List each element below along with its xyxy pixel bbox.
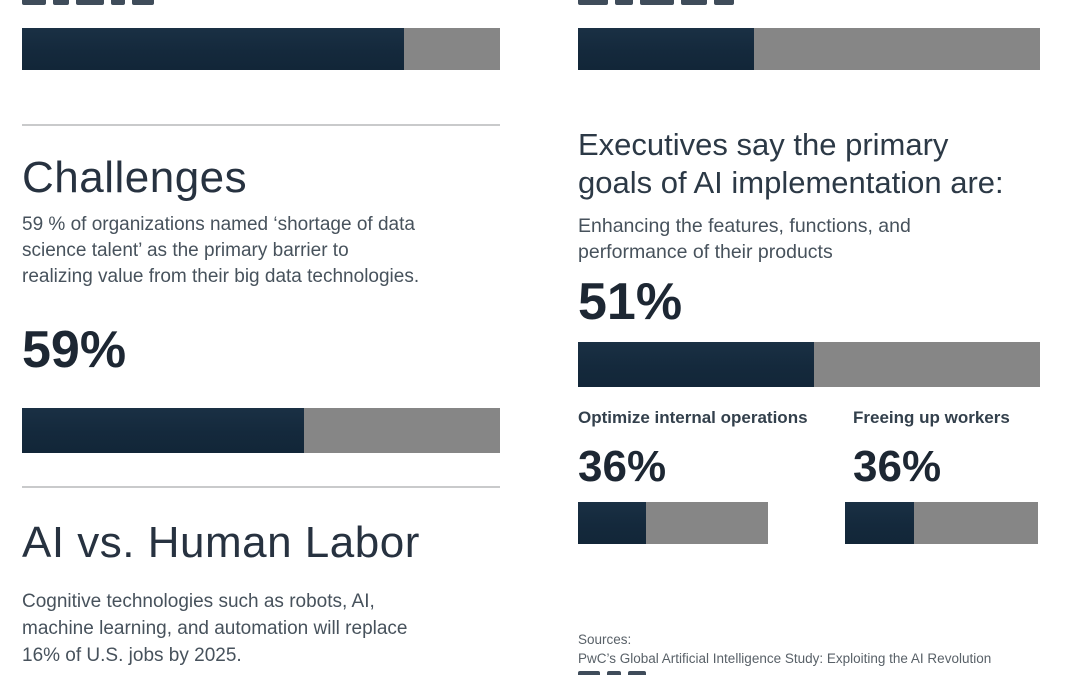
progress-bar-optimize (578, 502, 768, 544)
progress-bar-freeing (845, 502, 1038, 544)
sources-title: Sources: (578, 632, 632, 647)
goal-enhance-label-line: Enhancing the features, functions, and (578, 215, 911, 237)
stat-value-freeing: 36% (853, 442, 942, 491)
progress-bar-enhance-fill (578, 342, 814, 387)
section-divider (22, 124, 500, 126)
progress-bar-top-left (22, 28, 500, 70)
cutoff-text-fragment-top-left (22, 0, 161, 18)
ai-vs-human-body-line: machine learning, and automation will re… (22, 618, 408, 639)
section-divider (22, 486, 500, 488)
goal-enhance-label: Enhancing the features, functions, and p… (578, 213, 1018, 265)
progress-bar-top-right-fill (578, 28, 754, 70)
progress-bar-top-left-fill (22, 28, 405, 70)
progress-bar-challenges-fill (22, 408, 305, 453)
progress-bar-optimize-fill (578, 502, 647, 544)
stat-value-optimize: 36% (578, 442, 667, 491)
sources-line: PwC’s Global Artificial Intelligence Stu… (578, 651, 992, 666)
section-heading-challenges: Challenges (22, 153, 248, 202)
progress-bar-challenges (22, 408, 500, 453)
cutoff-text-fragment-bottom (578, 671, 653, 675)
challenges-body-line: 59 % of organizations named ‘shortage of… (22, 214, 415, 235)
section-heading-ai-vs-human-labor: AI vs. Human Labor (22, 518, 420, 567)
heading-line: Executives say the primary (578, 127, 949, 162)
ai-vs-human-body-line: Cognitive technologies such as robots, A… (22, 591, 375, 612)
challenges-body: 59 % of organizations named ‘shortage of… (22, 212, 482, 290)
progress-bar-freeing-fill (845, 502, 915, 544)
cutoff-text-fragment-top-right (578, 0, 741, 18)
heading-line: goals of AI implementation are: (578, 165, 1004, 200)
progress-bar-enhance (578, 342, 1040, 387)
challenges-body-line: science talent’ as the primary barrier t… (22, 240, 349, 261)
stat-value-challenges: 59% (22, 321, 127, 379)
progress-bar-top-right (578, 28, 1040, 70)
goal-optimize-label: Optimize internal operations (578, 408, 808, 427)
goal-enhance-label-line: performance of their products (578, 241, 833, 263)
ai-vs-human-body: Cognitive technologies such as robots, A… (22, 588, 482, 669)
stat-value-enhance: 51% (578, 273, 683, 331)
ai-vs-human-body-line: 16% of U.S. jobs by 2025. (22, 645, 242, 666)
goal-freeing-label: Freeing up workers (853, 408, 1010, 427)
section-heading-executive-goals: Executives say the primary goals of AI i… (578, 126, 1040, 202)
sources-block: Sources: PwC’s Global Artificial Intelli… (578, 630, 1053, 668)
challenges-body-line: realizing value from their big data tech… (22, 266, 420, 287)
